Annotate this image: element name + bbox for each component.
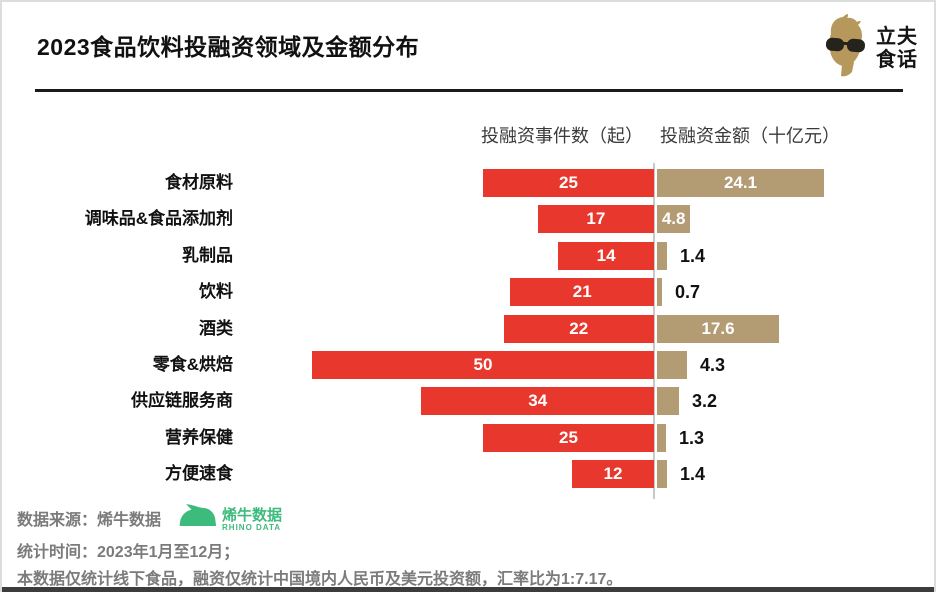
rhino-name-en: RHINO DATA [222,523,282,532]
brand-name-line1: 立夫 [876,25,918,48]
amount-bar [657,387,680,416]
amount-value: 1.3 [679,427,705,448]
amount-value: 4.3 [700,355,726,375]
events-bar: 22 [503,314,654,343]
chart-row: 方便速食 12 1.4 [2,456,934,492]
events-bar: 25 [483,423,654,452]
amount-bar: 4.8 [657,205,691,234]
category-label: 食材原料 [165,173,233,192]
chart-axis-divider [653,163,655,499]
events-bar: 21 [510,278,654,307]
stat-time-line: 统计时间：2023年1月至12月； [17,544,240,561]
amount-bar [657,278,662,307]
rhino-data-logo: 烯牛数据 RHINO DATA [177,502,282,539]
category-label: 零食&烘焙 [152,355,233,374]
brand-logo: 立夫 食话 [818,14,918,83]
chart-row: 供应链服务商 34 3.2 [2,383,934,419]
amount-value: 3.2 [692,391,718,412]
rhino-wordmark: 烯牛数据 RHINO DATA [222,508,282,533]
rhino-icon [177,502,217,539]
chart-row: 食材原料 25 24.1 [2,165,934,201]
chart-row: 饮料 21 0.7 [2,274,934,310]
chart-row: 乳制品 14 1.4 [2,238,934,274]
data-source-text: 数据来源：烯牛数据 [17,512,162,529]
brand-name-line2: 食话 [876,48,918,71]
brand-name: 立夫 食话 [876,26,918,72]
footer-notes: 数据来源：烯牛数据 烯牛数据 RHINO DATA 统计时间：2023年1月至1… [17,502,622,592]
events-bar: 14 [558,241,654,270]
events-bar: 50 [312,351,654,379]
events-bar: 12 [571,460,654,489]
amount-column-header: 投融资金额（十亿元） [660,126,840,146]
amount-bar [657,241,667,270]
events-column-header: 投融资事件数（起） [481,126,643,146]
amount-bar [657,351,687,379]
category-label: 营养保健 [165,427,233,447]
bottom-edge-strip [2,587,934,592]
data-source-line: 数据来源：烯牛数据 烯牛数据 RHINO DATA [17,502,622,539]
page-title: 2023食品饮料投融资领域及金额分布 [37,34,420,60]
category-label: 酒类 [199,318,233,338]
amount-bar [657,423,666,452]
chart-row: 营养保健 25 1.3 [2,420,934,456]
face-avatar-icon [818,14,870,83]
amount-bar [657,460,667,489]
amount-value: 1.4 [680,245,706,266]
category-label: 供应链服务商 [131,391,233,411]
events-bar: 25 [483,169,654,197]
title-divider-rule [35,89,903,92]
events-bar: 34 [421,387,654,416]
amount-bar: 17.6 [657,314,779,343]
category-label: 乳制品 [182,245,233,265]
amount-bar: 24.1 [657,169,824,197]
chart-row: 零食&烘焙 50 4.3 [2,347,934,383]
category-label: 饮料 [199,282,233,302]
amount-value: 1.4 [680,464,706,485]
category-label: 调味品&食品添加剂 [84,209,233,229]
methodology-note-line: 本数据仅统计线下食品，融资仅统计中国境内人民币及美元投资额，汇率比为1:7.17… [17,571,623,588]
diverging-bar-chart: 食材原料 25 24.1 调味品&食品添加剂 17 4.8 乳制品 14 1.4 饮料 21 0.7 酒… [2,163,934,505]
events-bar: 17 [537,205,654,234]
category-label: 方便速食 [165,464,233,484]
amount-value: 0.7 [675,282,701,303]
rhino-name-cn: 烯牛数据 [222,507,283,524]
chart-row: 调味品&食品添加剂 17 4.8 [2,201,934,237]
chart-row: 酒类 22 17.6 [2,311,934,347]
